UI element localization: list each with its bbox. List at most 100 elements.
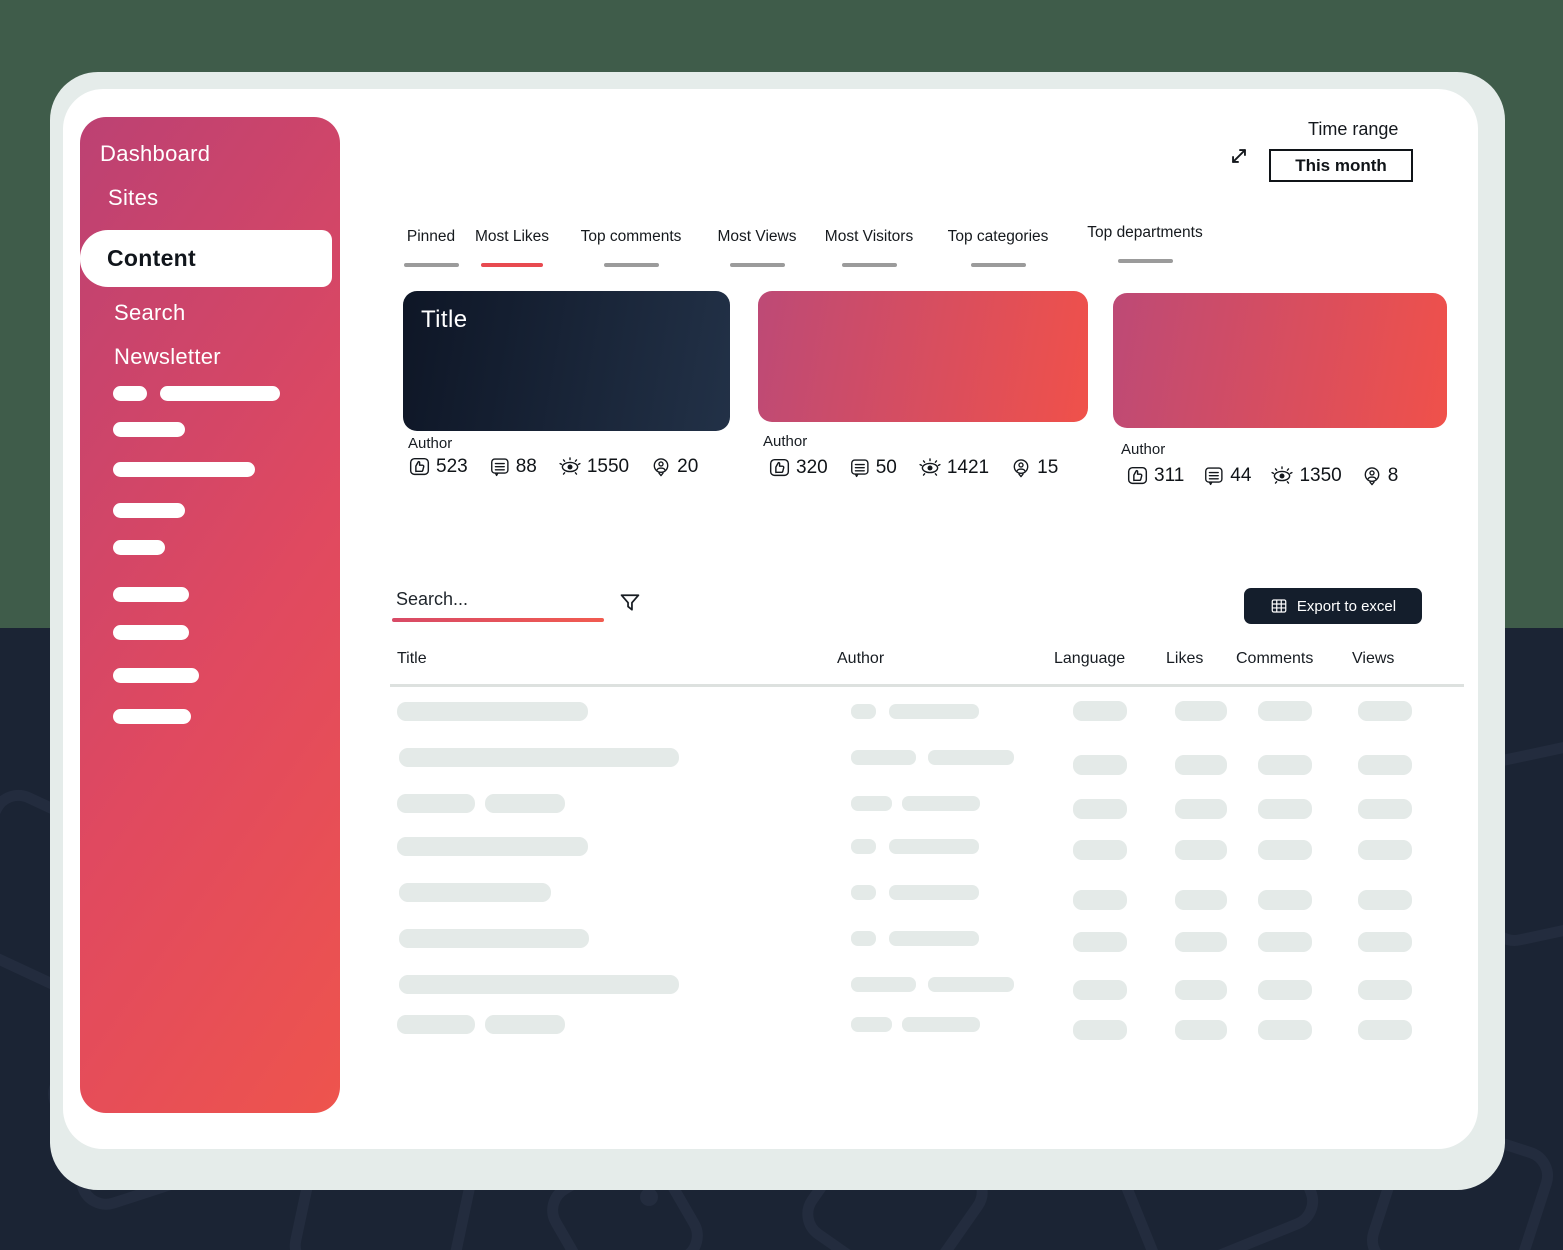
content-card[interactable] bbox=[758, 291, 1088, 422]
tab-pinned[interactable]: Pinned bbox=[403, 228, 459, 267]
export-to-excel-button[interactable]: Export to excel bbox=[1244, 588, 1422, 624]
visitors-value: 15 bbox=[1037, 457, 1059, 478]
filter-funnel-icon[interactable] bbox=[617, 590, 643, 616]
card-stats: 320 50 1421 bbox=[768, 456, 1058, 480]
tab-label: Most Views bbox=[717, 228, 797, 245]
sidebar-item-search[interactable]: Search bbox=[114, 300, 186, 326]
card-stats: 311 44 1350 bbox=[1126, 464, 1398, 488]
skeleton-bar bbox=[1258, 890, 1312, 910]
sidebar-skeleton-bar bbox=[113, 709, 191, 724]
tab-most-likes[interactable]: Most Likes bbox=[473, 228, 551, 267]
column-header-title: Title bbox=[397, 650, 427, 667]
skeleton-bar bbox=[851, 750, 916, 765]
skeleton-bar bbox=[1175, 799, 1227, 819]
comments-value: 88 bbox=[515, 456, 537, 477]
tab-label: Top comments bbox=[580, 228, 682, 245]
tab-underline bbox=[729, 263, 785, 267]
skeleton-bar bbox=[397, 702, 588, 721]
sidebar-item-dashboard[interactable]: Dashboard bbox=[100, 141, 210, 167]
skeleton-bar bbox=[902, 796, 980, 811]
skeleton-bar bbox=[485, 1015, 565, 1034]
skeleton-bar bbox=[851, 796, 892, 811]
search-underline bbox=[392, 618, 604, 622]
sidebar-skeleton-bar bbox=[113, 540, 165, 555]
skeleton-bar bbox=[1175, 932, 1227, 952]
column-header-views: Views bbox=[1352, 650, 1395, 667]
skeleton-bar bbox=[851, 977, 916, 992]
skeleton-bar bbox=[1073, 1020, 1127, 1040]
tab-label: Most Likes bbox=[474, 228, 550, 245]
table-row bbox=[0, 793, 1563, 819]
skeleton-bar bbox=[1073, 701, 1127, 721]
skeleton-bar bbox=[889, 839, 979, 854]
skeleton-bar bbox=[889, 931, 979, 946]
like-icon bbox=[1127, 466, 1148, 484]
search-input[interactable] bbox=[392, 585, 604, 618]
tab-underline bbox=[603, 263, 659, 267]
expand-diagonal-icon[interactable] bbox=[1226, 143, 1252, 169]
background-pattern-dot bbox=[640, 1188, 658, 1206]
views-eye-icon bbox=[919, 458, 941, 476]
tab-top-comments[interactable]: Top comments bbox=[573, 228, 689, 267]
comment-icon bbox=[490, 458, 509, 477]
views-eye-icon bbox=[559, 457, 581, 475]
views-value: 1421 bbox=[946, 457, 990, 478]
sidebar-item-sites[interactable]: Sites bbox=[108, 185, 158, 211]
skeleton-bar bbox=[397, 794, 475, 813]
tab-top-departments[interactable]: Top departments bbox=[1079, 224, 1211, 263]
tab-most-views[interactable]: Most Views bbox=[714, 228, 800, 267]
sidebar-skeleton-bar bbox=[113, 386, 147, 401]
sidebar-skeleton-bar bbox=[113, 587, 189, 602]
tab-underline bbox=[970, 263, 1026, 267]
skeleton-bar bbox=[1175, 980, 1227, 1000]
table-header-divider bbox=[390, 684, 1464, 687]
skeleton-bar bbox=[399, 975, 679, 994]
export-button-label: Export to excel bbox=[1296, 597, 1397, 615]
skeleton-bar bbox=[1258, 980, 1312, 1000]
card-title bbox=[1113, 293, 1447, 308]
visitors-value: 8 bbox=[1387, 465, 1399, 486]
sidebar-skeleton-bar bbox=[113, 668, 199, 683]
skeleton-bar bbox=[851, 1017, 892, 1032]
skeleton-bar bbox=[1258, 755, 1312, 775]
tab-underline bbox=[841, 263, 897, 267]
sidebar-active-label: Content bbox=[107, 245, 196, 271]
skeleton-bar bbox=[1175, 840, 1227, 860]
content-card[interactable] bbox=[1113, 293, 1447, 428]
table-row bbox=[0, 882, 1563, 910]
skeleton-bar bbox=[1358, 701, 1412, 721]
excel-table-icon bbox=[1271, 599, 1287, 613]
card-author-label: Author bbox=[408, 435, 453, 452]
sidebar-item-label: Sites bbox=[108, 185, 159, 210]
views-value: 1350 bbox=[1299, 465, 1342, 486]
skeleton-bar bbox=[851, 931, 876, 946]
tab-label: Top departments bbox=[1087, 224, 1203, 241]
search-field bbox=[392, 585, 604, 622]
tab-underline bbox=[403, 263, 459, 267]
table-row bbox=[0, 974, 1563, 1000]
skeleton-bar bbox=[1073, 799, 1127, 819]
content-card-block: Author 311 44 bbox=[1113, 293, 1447, 493]
time-range-select[interactable]: This month bbox=[1269, 149, 1413, 182]
skeleton-bar bbox=[485, 794, 565, 813]
time-range-value: This month bbox=[1295, 155, 1387, 175]
sidebar-item-label: Dashboard bbox=[100, 141, 211, 166]
like-icon bbox=[769, 458, 790, 476]
sidebar-item-newsletter[interactable]: Newsletter bbox=[114, 344, 221, 370]
comments-value: 50 bbox=[875, 457, 897, 478]
tab-underline bbox=[1117, 259, 1173, 263]
views-eye-icon bbox=[1271, 466, 1294, 484]
views-stat: 1350 bbox=[1270, 464, 1342, 488]
tab-top-categories[interactable]: Top categories bbox=[941, 228, 1055, 267]
skeleton-bar bbox=[928, 977, 1014, 992]
content-card[interactable]: Title bbox=[403, 291, 730, 431]
tab-most-visitors[interactable]: Most Visitors bbox=[820, 228, 918, 267]
sidebar-item-content-active[interactable]: Content bbox=[80, 230, 332, 287]
table-row bbox=[0, 836, 1563, 860]
skeleton-bar bbox=[1358, 840, 1412, 860]
comment-icon bbox=[850, 459, 869, 478]
comment-icon bbox=[1205, 467, 1223, 486]
views-stat: 1421 bbox=[918, 456, 989, 480]
content-card-block: Title Author 523 88 bbox=[403, 291, 730, 491]
